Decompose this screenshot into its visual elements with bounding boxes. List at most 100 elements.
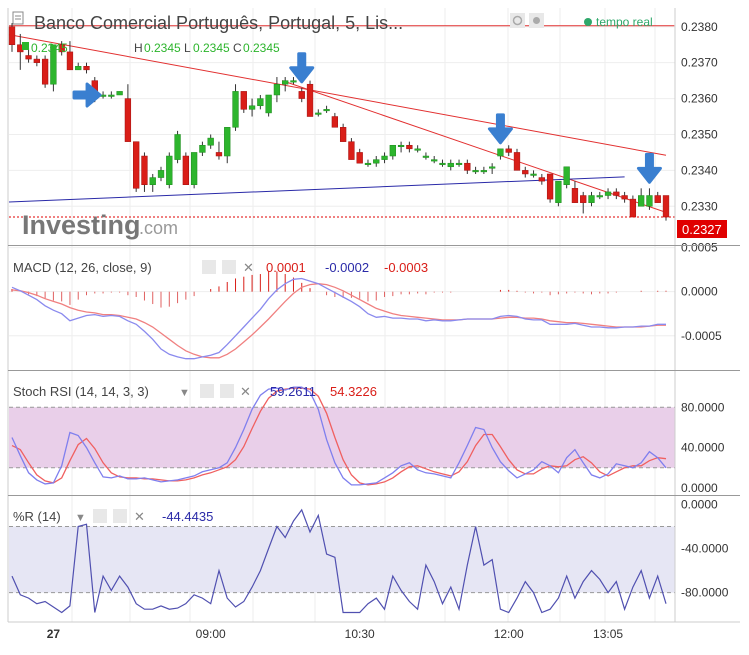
candle	[571, 188, 579, 203]
stoch-rsi-dropdown-icon[interactable]: ▼	[179, 387, 190, 399]
candle	[662, 195, 670, 218]
candle	[133, 141, 140, 189]
candle	[646, 195, 653, 207]
macd-gear-icon[interactable]	[222, 260, 236, 274]
logo-suffix: .com	[139, 218, 178, 238]
candle	[149, 177, 156, 185]
macd-signal-value: -0.0003	[384, 260, 428, 275]
candle	[207, 137, 214, 146]
macd-close-icon[interactable]: ✕	[243, 260, 254, 275]
chart-title: Banco Comercial Português, Portugal, 5, …	[34, 13, 403, 33]
candle	[83, 66, 90, 71]
candle	[182, 155, 189, 185]
trendline-red	[8, 34, 667, 156]
macd-tick-label: 0.0000	[681, 285, 718, 299]
macd-line-value: -0.0002	[325, 260, 369, 275]
stoch-rsi-k-line	[11, 386, 667, 486]
candle	[563, 166, 570, 185]
macd-pane: MACD (12, 26, close, 9) ✕ 0.0001 -0.0002…	[9, 241, 722, 360]
arrow-down-icon	[487, 113, 513, 145]
panel-frame	[7, 8, 740, 623]
candle	[431, 159, 438, 162]
candle	[489, 166, 496, 169]
candle	[621, 195, 628, 200]
macd-tick-label: -0.0005	[681, 329, 722, 343]
williams-r-tick-label: -40.0000	[681, 542, 729, 556]
trendline-blue	[8, 176, 625, 203]
candle	[298, 91, 305, 99]
candle	[166, 155, 173, 185]
candle	[58, 44, 65, 53]
candle	[265, 94, 272, 114]
candle	[282, 80, 289, 85]
realtime-dot-icon	[584, 18, 592, 26]
candle	[613, 191, 620, 196]
ohlc-high-key: H	[134, 41, 143, 55]
williams-r-pane: %R (14) ▼ ✕ -44.4435 0.0000 -40.0000 -80…	[9, 497, 729, 614]
arrow-right-icon	[72, 82, 102, 108]
candle	[580, 195, 587, 203]
stoch-rsi-close-icon[interactable]: ✕	[240, 384, 251, 399]
stoch-rsi-label: Stoch RSI (14, 14, 3, 3)	[13, 384, 149, 399]
williams-r-close-icon[interactable]: ✕	[134, 509, 145, 524]
ohlc-readout: 0.2345 H 0.2345 L 0.2345 C 0.2345	[22, 41, 280, 55]
candle	[66, 51, 74, 71]
williams-r-gridlines	[9, 525, 675, 594]
candles	[8, 23, 670, 221]
candle	[190, 152, 198, 185]
williams-r-value: -44.4435	[162, 509, 213, 524]
candle	[306, 83, 314, 117]
stoch-rsi-gridlines	[9, 406, 675, 469]
price-tick-label: 0.2350	[681, 127, 718, 141]
candle	[464, 162, 471, 171]
candle	[224, 127, 231, 157]
menu-icon[interactable]	[12, 11, 24, 25]
last-price-label: 0.2327	[682, 222, 722, 237]
arrow-down-shape	[487, 113, 513, 145]
candle	[315, 112, 322, 115]
candle	[522, 170, 529, 175]
candle	[339, 127, 347, 142]
candle	[215, 152, 223, 157]
macd-series	[11, 271, 667, 360]
williams-r-gear-icon[interactable]	[113, 509, 127, 523]
candle	[546, 173, 554, 200]
macd-settings-icon[interactable]	[202, 260, 216, 274]
arrow-down-shape	[289, 52, 315, 84]
candle	[447, 162, 454, 168]
candle	[8, 26, 16, 45]
time-axis: 27 09:00 10:30 12:00 13:05	[47, 627, 624, 641]
candle	[240, 91, 247, 110]
price-tick-label: 0.2360	[681, 92, 718, 106]
ohlc-low-key: L	[184, 41, 191, 55]
candle	[497, 148, 504, 157]
candle	[397, 144, 405, 147]
macd-label: MACD (12, 26, close, 9)	[13, 260, 152, 275]
williams-r-tick-label: -80.0000	[681, 586, 729, 600]
macd-histogram-value: 0.0001	[266, 260, 306, 275]
time-tick-label: 09:00	[196, 627, 226, 641]
candle	[596, 195, 603, 198]
williams-r-label: %R (14)	[13, 509, 61, 524]
candle	[638, 195, 645, 207]
candle	[141, 155, 148, 185]
williams-r-tick-label: 0.0000	[681, 497, 718, 511]
candle	[654, 195, 661, 203]
stoch-rsi-tick-label: 0.0000	[681, 481, 718, 495]
ohlc-color-swatch	[22, 42, 29, 50]
williams-r-series	[11, 508, 667, 614]
gear-icon[interactable]	[529, 13, 544, 28]
stoch-rsi-settings-icon[interactable]	[200, 384, 214, 398]
candle	[389, 144, 396, 157]
time-tick-label: 12:00	[494, 627, 524, 641]
williams-r-settings-icon[interactable]	[93, 509, 107, 523]
stoch-rsi-gear-icon[interactable]	[220, 384, 234, 398]
macd-line	[11, 277, 666, 360]
candle	[629, 198, 637, 218]
price-tick-label: 0.2380	[681, 20, 718, 34]
stoch-rsi-tick-label: 80.0000	[681, 400, 725, 414]
settings-icon[interactable]	[510, 13, 525, 28]
williams-r-dropdown-icon[interactable]: ▼	[75, 512, 86, 524]
time-tick-label: 13:05	[593, 627, 623, 641]
candle	[348, 141, 355, 160]
